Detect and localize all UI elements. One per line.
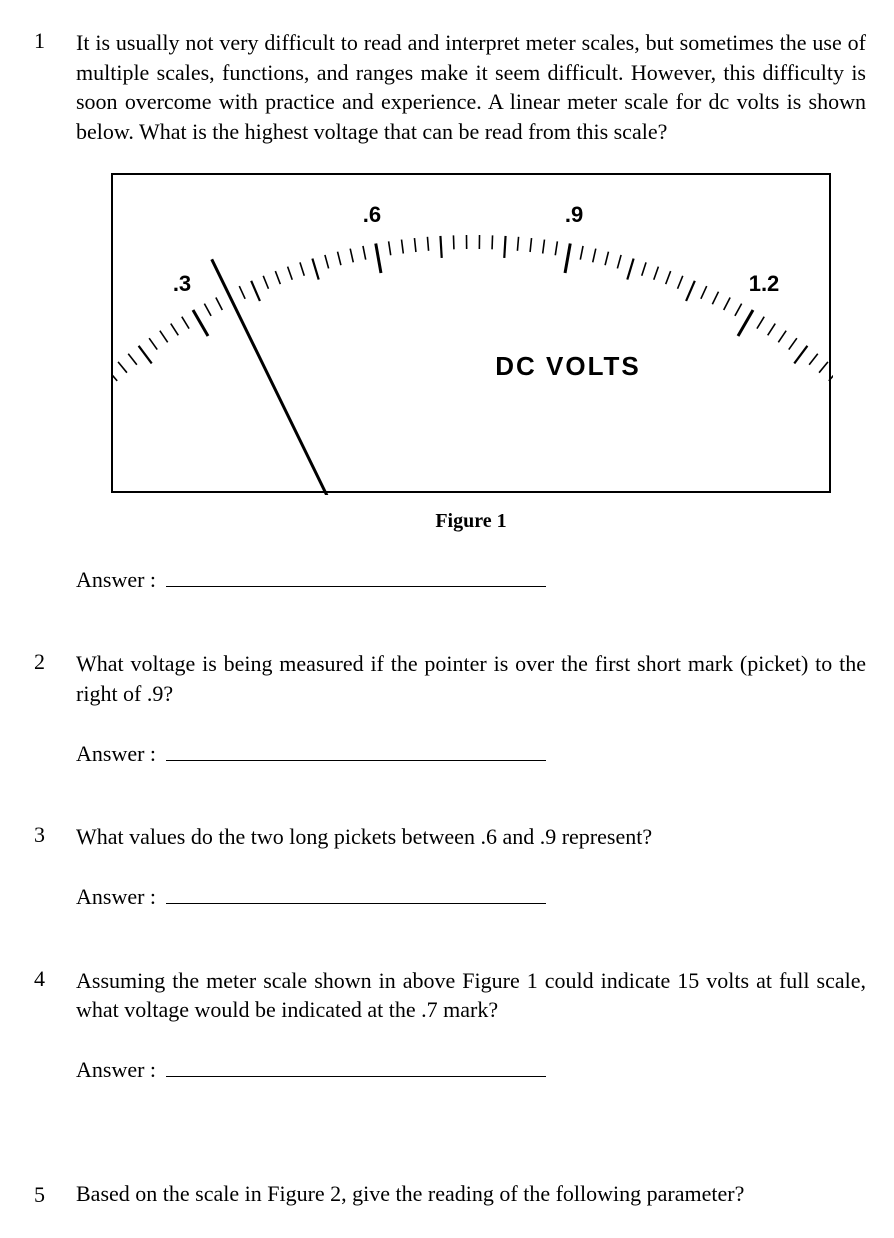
answer-row: Answer : (76, 739, 866, 769)
figure-caption: Figure 1 (76, 508, 866, 535)
answer-blank[interactable] (166, 882, 546, 904)
question-5: 5 Based on the scale in Figure 2, give t… (28, 1179, 866, 1209)
question-body: Assuming the meter scale shown in above … (76, 966, 866, 1095)
question-number: 5 (28, 1182, 76, 1208)
question-number: 3 (28, 822, 76, 848)
question-body: Based on the scale in Figure 2, give the… (76, 1179, 866, 1209)
question-number: 1 (28, 28, 76, 54)
svg-text:.3: .3 (173, 271, 191, 296)
question-4: 4 Assuming the meter scale shown in abov… (28, 966, 866, 1095)
question-text: Based on the scale in Figure 2, give the… (76, 1179, 866, 1209)
question-3: 3 What values do the two long pickets be… (28, 822, 866, 921)
answer-blank[interactable] (166, 739, 546, 761)
answer-blank[interactable] (166, 1055, 546, 1077)
answer-label: Answer : (76, 739, 156, 769)
svg-text:.9: .9 (565, 202, 583, 227)
meter-diagram: 0.3.6.91.21.5DC VOLTS (113, 175, 833, 495)
question-text: What voltage is being measured if the po… (76, 649, 866, 708)
svg-text:DC VOLTS: DC VOLTS (495, 351, 641, 381)
answer-label: Answer : (76, 565, 156, 595)
question-number: 2 (28, 649, 76, 675)
answer-label: Answer : (76, 882, 156, 912)
question-text: It is usually not very difficult to read… (76, 28, 866, 147)
question-1: 1 It is usually not very difficult to re… (28, 28, 866, 605)
answer-label: Answer : (76, 1055, 156, 1085)
question-text: What values do the two long pickets betw… (76, 822, 866, 852)
figure-1-container: 0.3.6.91.21.5DC VOLTS Figure 1 (76, 173, 866, 536)
question-body: What values do the two long pickets betw… (76, 822, 866, 921)
question-2: 2 What voltage is being measured if the … (28, 649, 866, 778)
question-body: It is usually not very difficult to read… (76, 28, 866, 605)
answer-row: Answer : (76, 882, 866, 912)
answer-blank[interactable] (166, 565, 546, 587)
svg-text:.6: .6 (363, 202, 381, 227)
question-body: What voltage is being measured if the po… (76, 649, 866, 778)
answer-row: Answer : (76, 1055, 866, 1085)
answer-row: Answer : (76, 565, 866, 595)
question-number: 4 (28, 966, 76, 992)
svg-text:1.2: 1.2 (749, 271, 780, 296)
question-text: Assuming the meter scale shown in above … (76, 966, 866, 1025)
figure-1-box: 0.3.6.91.21.5DC VOLTS (111, 173, 831, 493)
